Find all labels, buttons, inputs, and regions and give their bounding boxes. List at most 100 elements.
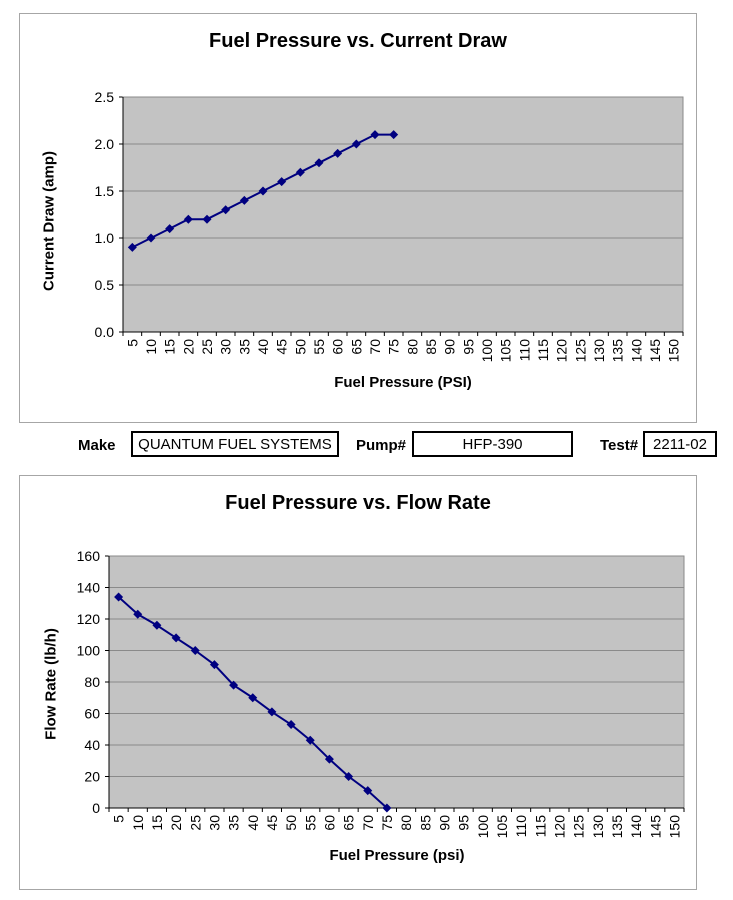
y-tick-label: 2.0 bbox=[95, 136, 115, 152]
data-point-marker bbox=[183, 214, 193, 224]
data-point-marker bbox=[370, 130, 380, 140]
test-number-value-box[interactable]: 2211-02 bbox=[643, 431, 717, 457]
x-tick-label: 50 bbox=[292, 339, 308, 355]
x-tick-label: 45 bbox=[264, 815, 280, 831]
x-tick-label: 10 bbox=[143, 339, 159, 355]
y-tick-label: 2.5 bbox=[95, 89, 115, 105]
make-label: Make bbox=[78, 437, 116, 454]
y-tick-label: 60 bbox=[84, 706, 100, 722]
data-point-marker bbox=[267, 707, 277, 717]
x-tick-label: 30 bbox=[206, 815, 222, 831]
make-value-box[interactable]: QUANTUM FUEL SYSTEMS bbox=[131, 431, 339, 457]
plot-background bbox=[123, 97, 683, 332]
data-point-marker bbox=[239, 195, 249, 205]
data-point-marker bbox=[152, 620, 162, 630]
data-point-marker bbox=[171, 633, 181, 643]
x-tick-label: 80 bbox=[404, 339, 420, 355]
data-point-marker bbox=[295, 167, 305, 177]
x-tick-label: 20 bbox=[168, 815, 184, 831]
x-tick-label: 90 bbox=[442, 339, 458, 355]
data-point-marker bbox=[314, 158, 324, 168]
x-tick-label: 20 bbox=[180, 339, 196, 355]
data-point-marker bbox=[333, 148, 343, 158]
data-point-marker bbox=[324, 754, 334, 764]
y-tick-label: 1.5 bbox=[95, 183, 115, 199]
data-point-marker bbox=[127, 242, 137, 252]
y-tick-label: 100 bbox=[77, 643, 101, 659]
data-point-marker bbox=[363, 786, 373, 796]
x-tick-label: 15 bbox=[162, 339, 178, 355]
y-tick-label: 120 bbox=[77, 611, 101, 627]
chart-current-draw: Fuel Pressure vs. Current Draw Current D… bbox=[19, 13, 697, 423]
x-tick-label: 130 bbox=[591, 339, 607, 363]
y-tick-label: 80 bbox=[84, 674, 100, 690]
x-tick-label: 45 bbox=[274, 339, 290, 355]
y-tick-label: 0.5 bbox=[95, 277, 115, 293]
x-tick-label: 85 bbox=[423, 339, 439, 355]
y-tick-label: 0.0 bbox=[95, 324, 115, 340]
x-tick-label: 120 bbox=[551, 815, 567, 839]
x-tick-label: 150 bbox=[666, 339, 682, 363]
x-tick-label: 75 bbox=[386, 339, 402, 355]
y-tick-label: 20 bbox=[84, 769, 100, 785]
chart-title: Fuel Pressure vs. Current Draw bbox=[209, 30, 507, 52]
data-point-marker bbox=[344, 772, 354, 781]
x-tick-label: 145 bbox=[647, 339, 663, 363]
x-axis-title: Fuel Pressure (PSI) bbox=[334, 374, 472, 391]
x-tick-label: 120 bbox=[554, 339, 570, 363]
x-tick-label: 55 bbox=[311, 339, 327, 355]
x-tick-label: 55 bbox=[302, 815, 318, 831]
data-point-marker bbox=[229, 680, 239, 690]
x-tick-label: 130 bbox=[590, 815, 606, 839]
x-tick-label: 60 bbox=[330, 339, 346, 355]
data-point-marker bbox=[248, 693, 258, 703]
x-tick-label: 135 bbox=[609, 815, 625, 839]
test-number-label: Test# bbox=[600, 437, 639, 454]
x-tick-label: 75 bbox=[379, 815, 395, 831]
x-tick-label: 5 bbox=[124, 339, 140, 347]
x-tick-label: 5 bbox=[111, 815, 127, 823]
data-point-marker bbox=[165, 224, 175, 234]
data-point-marker bbox=[389, 130, 399, 140]
data-point-marker bbox=[382, 803, 392, 813]
pump-number-value-box[interactable]: HFP-390 bbox=[412, 431, 573, 457]
x-tick-label: 110 bbox=[516, 339, 532, 362]
y-tick-label: 140 bbox=[77, 580, 101, 596]
x-tick-label: 135 bbox=[610, 339, 626, 363]
plot-current-draw: 0.00.51.01.52.02.55 10 15 20 25 30 35 40 45 50 55 6… bbox=[95, 89, 684, 363]
x-tick-label: 115 bbox=[532, 815, 548, 838]
x-tick-label: 90 bbox=[436, 815, 452, 831]
x-tick-label: 25 bbox=[187, 815, 203, 831]
x-tick-label: 15 bbox=[149, 815, 165, 831]
x-tick-label: 65 bbox=[348, 339, 364, 355]
data-point-marker bbox=[286, 720, 296, 730]
data-point-marker bbox=[190, 646, 200, 655]
x-tick-label: 100 bbox=[475, 815, 491, 839]
x-tick-label: 65 bbox=[341, 815, 357, 831]
data-point-marker bbox=[258, 186, 268, 196]
x-tick-label: 10 bbox=[130, 815, 146, 831]
data-point-marker bbox=[202, 214, 212, 224]
data-point-marker bbox=[146, 233, 156, 243]
x-tick-label: 60 bbox=[321, 815, 337, 831]
data-point-marker bbox=[305, 735, 315, 745]
x-tick-label: 100 bbox=[479, 339, 495, 363]
chart-flow-rate: Fuel Pressure vs. Flow Rate Flow Rate (l… bbox=[19, 475, 697, 890]
x-tick-label: 35 bbox=[236, 339, 252, 355]
chart-title: Fuel Pressure vs. Flow Rate bbox=[225, 492, 491, 514]
x-tick-label: 70 bbox=[360, 815, 376, 831]
y-tick-label: 1.0 bbox=[95, 230, 115, 246]
x-tick-label: 30 bbox=[218, 339, 234, 355]
x-tick-label: 125 bbox=[571, 815, 587, 839]
data-point-marker bbox=[221, 205, 231, 215]
x-tick-label: 25 bbox=[199, 339, 215, 355]
x-tick-label: 140 bbox=[628, 815, 644, 839]
data-point-marker bbox=[114, 592, 124, 602]
x-tick-label: 70 bbox=[367, 339, 383, 355]
x-tick-label: 85 bbox=[417, 815, 433, 831]
pump-number-label: Pump# bbox=[356, 437, 407, 454]
x-tick-label: 145 bbox=[647, 815, 663, 839]
data-point-marker bbox=[209, 660, 219, 670]
